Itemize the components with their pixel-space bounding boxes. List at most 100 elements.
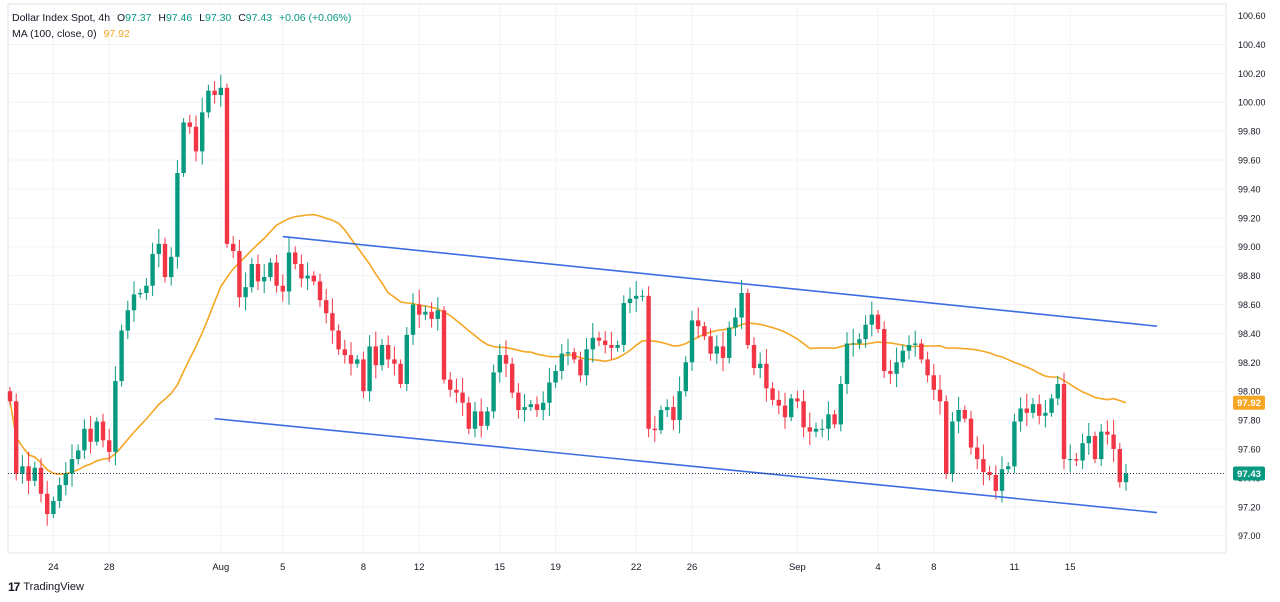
candle-body[interactable] bbox=[126, 310, 130, 330]
candle-body[interactable] bbox=[324, 300, 328, 313]
candle-body[interactable] bbox=[312, 276, 316, 282]
candle-body[interactable] bbox=[287, 252, 291, 291]
candle-body[interactable] bbox=[653, 429, 657, 430]
candle-body[interactable] bbox=[76, 450, 80, 459]
candle-body[interactable] bbox=[157, 244, 161, 254]
candle-body[interactable] bbox=[808, 427, 812, 431]
candle-body[interactable] bbox=[299, 264, 303, 278]
candle-body[interactable] bbox=[212, 91, 216, 95]
candle-body[interactable] bbox=[1025, 409, 1029, 413]
candle-body[interactable] bbox=[181, 122, 185, 173]
candle-body[interactable] bbox=[894, 362, 898, 374]
candle-body[interactable] bbox=[708, 336, 712, 353]
candle-body[interactable] bbox=[361, 359, 365, 391]
candle-body[interactable] bbox=[1018, 409, 1022, 422]
candle-body[interactable] bbox=[956, 410, 960, 422]
candle-body[interactable] bbox=[138, 293, 142, 294]
candle-body[interactable] bbox=[132, 294, 136, 310]
candle-body[interactable] bbox=[1118, 449, 1122, 482]
candle-body[interactable] bbox=[876, 315, 880, 329]
candle-body[interactable] bbox=[535, 404, 539, 410]
candle-body[interactable] bbox=[144, 286, 148, 293]
candle-body[interactable] bbox=[1037, 404, 1041, 416]
candle-body[interactable] bbox=[442, 310, 446, 379]
candle-body[interactable] bbox=[64, 474, 68, 486]
candle-body[interactable] bbox=[696, 320, 700, 326]
candle-body[interactable] bbox=[405, 335, 409, 384]
candle-body[interactable] bbox=[783, 406, 787, 418]
candle-body[interactable] bbox=[640, 296, 644, 297]
candle-body[interactable] bbox=[963, 410, 967, 419]
candle-body[interactable] bbox=[1080, 443, 1084, 460]
candle-body[interactable] bbox=[163, 244, 167, 277]
candle-body[interactable] bbox=[814, 429, 818, 432]
candle-body[interactable] bbox=[733, 318, 737, 328]
candle-body[interactable] bbox=[1093, 436, 1097, 459]
candle-body[interactable] bbox=[522, 407, 526, 410]
candle-body[interactable] bbox=[888, 371, 892, 374]
candle-body[interactable] bbox=[491, 372, 495, 411]
candle-body[interactable] bbox=[219, 88, 223, 95]
candle-body[interactable] bbox=[1006, 466, 1010, 469]
candle-body[interactable] bbox=[547, 383, 551, 403]
candle-body[interactable] bbox=[454, 390, 458, 393]
candle-body[interactable] bbox=[516, 393, 520, 410]
candle-body[interactable] bbox=[95, 422, 99, 442]
candle-body[interactable] bbox=[801, 401, 805, 427]
candle-body[interactable] bbox=[1043, 413, 1047, 416]
candle-body[interactable] bbox=[169, 257, 173, 277]
candle-body[interactable] bbox=[1068, 459, 1072, 460]
candle-body[interactable] bbox=[591, 338, 595, 350]
candle-body[interactable] bbox=[1012, 422, 1016, 467]
candle-body[interactable] bbox=[510, 364, 514, 393]
candle-body[interactable] bbox=[175, 173, 179, 257]
candle-body[interactable] bbox=[857, 339, 861, 343]
candle-body[interactable] bbox=[225, 88, 229, 244]
candle-body[interactable] bbox=[597, 338, 601, 341]
candle-body[interactable] bbox=[560, 354, 564, 371]
candle-body[interactable] bbox=[237, 251, 241, 297]
candle-body[interactable] bbox=[448, 380, 452, 390]
candle-body[interactable] bbox=[795, 398, 799, 401]
candle-body[interactable] bbox=[628, 299, 632, 303]
candle-body[interactable] bbox=[789, 398, 793, 417]
plot-area[interactable] bbox=[8, 4, 1226, 553]
candle-body[interactable] bbox=[467, 403, 471, 429]
candle-body[interactable] bbox=[727, 328, 731, 358]
candle-body[interactable] bbox=[665, 407, 669, 410]
candle-body[interactable] bbox=[429, 312, 433, 319]
candle-body[interactable] bbox=[839, 384, 843, 424]
candle-body[interactable] bbox=[33, 468, 37, 481]
candle-body[interactable] bbox=[355, 359, 359, 363]
candle-body[interactable] bbox=[994, 475, 998, 491]
candle-body[interactable] bbox=[460, 393, 464, 403]
candle-body[interactable] bbox=[851, 344, 855, 345]
candle-body[interactable] bbox=[485, 411, 489, 425]
candle-body[interactable] bbox=[870, 315, 874, 325]
candle-body[interactable] bbox=[603, 341, 607, 345]
candle-body[interactable] bbox=[659, 410, 663, 430]
candle-body[interactable] bbox=[14, 401, 18, 473]
candle-body[interactable] bbox=[1111, 435, 1115, 449]
candle-body[interactable] bbox=[318, 281, 322, 300]
candle-body[interactable] bbox=[572, 352, 576, 359]
candle-body[interactable] bbox=[330, 313, 334, 330]
candle-body[interactable] bbox=[677, 391, 681, 420]
candle-body[interactable] bbox=[690, 320, 694, 362]
candle-body[interactable] bbox=[901, 351, 905, 363]
candle-body[interactable] bbox=[374, 346, 378, 365]
candle-body[interactable] bbox=[386, 345, 390, 359]
candle-body[interactable] bbox=[305, 276, 309, 279]
candle-body[interactable] bbox=[684, 362, 688, 391]
candle-body[interactable] bbox=[479, 411, 483, 425]
candle-body[interactable] bbox=[243, 287, 247, 297]
candle-body[interactable] bbox=[1124, 474, 1128, 483]
candle-body[interactable] bbox=[1105, 432, 1109, 435]
tradingview-footer[interactable]: 17 TradingView bbox=[8, 580, 84, 594]
candle-body[interactable] bbox=[380, 345, 384, 365]
candle-body[interactable] bbox=[944, 401, 948, 473]
candle-body[interactable] bbox=[746, 293, 750, 345]
candle-body[interactable] bbox=[950, 422, 954, 474]
candle-body[interactable] bbox=[969, 419, 973, 448]
candle-body[interactable] bbox=[1056, 384, 1060, 398]
